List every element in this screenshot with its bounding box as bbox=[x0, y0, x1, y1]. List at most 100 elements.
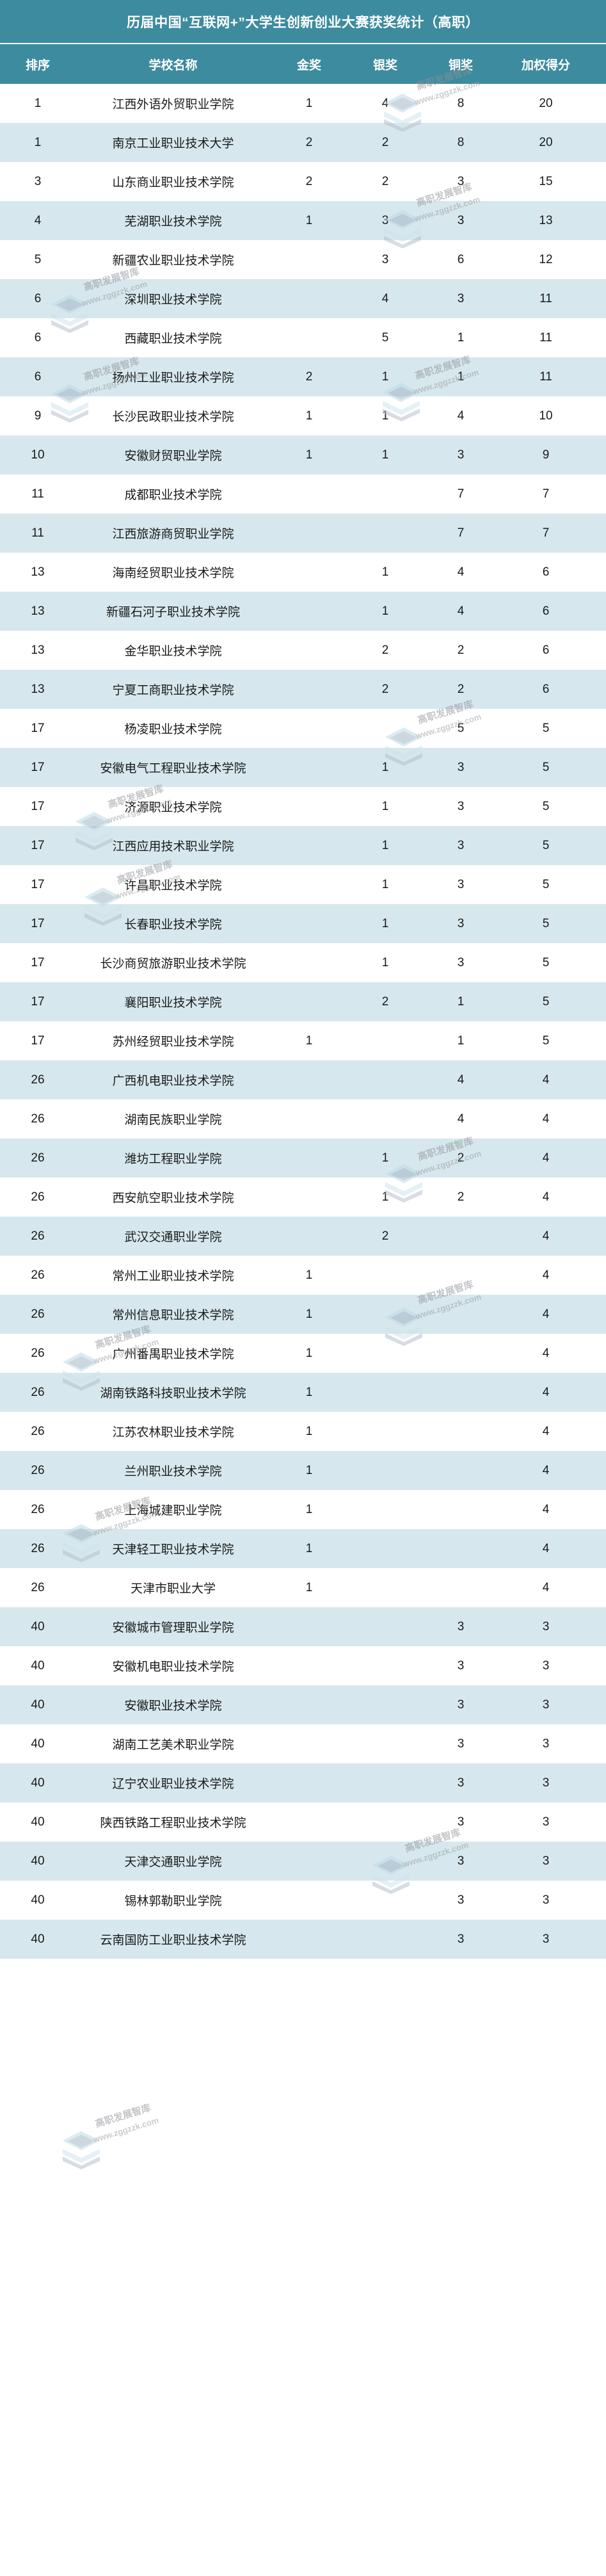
cell-school: 天津轻工职业技术学院 bbox=[112, 1543, 234, 1557]
cell-bronze: 5 bbox=[457, 721, 465, 735]
cell-score: 5 bbox=[542, 721, 550, 735]
table-row: 13 海南经贸职业技术学院 1 4 6 bbox=[0, 553, 606, 592]
cell-bronze: 4 bbox=[457, 1073, 465, 1087]
cell-school: 天津市职业大学 bbox=[130, 1582, 216, 1596]
cell-school: 湖南民族职业学院 bbox=[124, 1114, 222, 1127]
cell-score: 4 bbox=[542, 1385, 550, 1399]
cell-score: 20 bbox=[539, 135, 553, 149]
table-row: 17 苏州经贸职业技术学院 1 1 5 bbox=[0, 1021, 606, 1060]
cell-gold: 1 bbox=[305, 213, 313, 227]
table-row: 1 南京工业职业技术大学 2 2 8 20 bbox=[0, 123, 606, 162]
cell-bronze: 1 bbox=[457, 330, 465, 344]
cell-rank: 26 bbox=[31, 1385, 45, 1399]
column-header-bronze: 铜奖 bbox=[448, 58, 473, 72]
table-row: 26 上海城建职业学院 1 4 bbox=[0, 1490, 606, 1529]
cell-score: 9 bbox=[542, 448, 550, 462]
cell-school: 南京工业职业技术大学 bbox=[112, 137, 234, 150]
cell-score: 6 bbox=[542, 565, 550, 579]
cell-school: 安徽机电职业技术学院 bbox=[112, 1660, 234, 1674]
table-row: 26 天津轻工职业技术学院 1 4 bbox=[0, 1529, 606, 1568]
cell-school: 成都职业技术学院 bbox=[124, 489, 222, 502]
cell-school: 江西应用技术职业学院 bbox=[112, 840, 234, 854]
column-header-silver: 银奖 bbox=[372, 58, 397, 72]
cell-rank: 40 bbox=[31, 1854, 45, 1868]
cell-rank: 13 bbox=[31, 682, 45, 696]
cell-school: 苏州经贸职业技术学院 bbox=[112, 1035, 234, 1049]
cell-score: 3 bbox=[542, 1815, 550, 1829]
cell-bronze: 3 bbox=[457, 877, 465, 891]
cell-score: 4 bbox=[542, 1580, 550, 1594]
cell-score: 11 bbox=[539, 291, 552, 305]
cell-school: 长春职业技术学院 bbox=[124, 918, 222, 932]
cell-bronze: 3 bbox=[457, 1697, 465, 1712]
cell-score: 20 bbox=[539, 96, 553, 110]
cell-bronze: 3 bbox=[457, 955, 465, 969]
cell-score: 6 bbox=[542, 643, 550, 657]
cell-silver: 1 bbox=[381, 916, 389, 930]
cell-score: 10 bbox=[539, 409, 553, 423]
cell-rank: 26 bbox=[31, 1541, 45, 1555]
cell-school: 金华职业技术学院 bbox=[124, 645, 222, 658]
cell-bronze: 2 bbox=[457, 643, 465, 657]
cell-bronze: 8 bbox=[457, 96, 465, 110]
cell-gold: 1 bbox=[305, 448, 313, 462]
cell-rank: 26 bbox=[31, 1268, 45, 1282]
column-header-score: 加权得分 bbox=[521, 58, 570, 72]
cell-score: 3 bbox=[542, 1619, 550, 1633]
page-title-bar: 历届中国“互联网+”大学生创新创业大赛获奖统计（高职） bbox=[0, 0, 606, 44]
cell-silver: 2 bbox=[381, 174, 389, 188]
table-row: 26 江苏农林职业技术学院 1 4 bbox=[0, 1412, 606, 1451]
cell-score: 12 bbox=[539, 252, 553, 266]
cell-silver: 1 bbox=[381, 760, 389, 774]
cell-score: 3 bbox=[542, 1893, 550, 1907]
cell-school: 武汉交通职业学院 bbox=[124, 1231, 222, 1244]
cell-rank: 11 bbox=[31, 526, 44, 540]
page-title: 历届中国“互联网+”大学生创新创业大赛获奖统计（高职） bbox=[127, 15, 479, 30]
column-header-school: 学校名称 bbox=[148, 58, 198, 72]
cell-rank: 40 bbox=[31, 1776, 45, 1790]
cell-school: 锡林郭勒职业学院 bbox=[124, 1895, 222, 1908]
cell-rank: 13 bbox=[31, 643, 45, 657]
cell-rank: 17 bbox=[31, 877, 45, 891]
cell-gold: 1 bbox=[305, 1463, 313, 1477]
table-row: 6 扬州工业职业技术学院 2 1 1 11 bbox=[0, 357, 606, 396]
cell-gold: 1 bbox=[305, 1580, 313, 1594]
cell-rank: 17 bbox=[31, 916, 45, 930]
table-row: 40 湖南工艺美术职业学院 3 3 bbox=[0, 1724, 606, 1763]
cell-bronze: 3 bbox=[457, 1776, 465, 1790]
watermark-line2: www.zggzzk.com bbox=[92, 2115, 160, 2144]
cell-school: 辽宁农业职业技术学院 bbox=[112, 1778, 234, 1791]
cell-score: 4 bbox=[542, 1346, 550, 1360]
cell-silver: 2 bbox=[381, 994, 389, 1009]
cell-bronze: 3 bbox=[457, 1737, 465, 1751]
cell-gold: 2 bbox=[305, 135, 313, 149]
table-row: 40 安徽职业技术学院 3 3 bbox=[0, 1685, 606, 1724]
cell-bronze: 8 bbox=[457, 135, 465, 149]
table-body: 1 江西外语外贸职业学院 1 4 8 20 1 南京工业职业技术大学 2 2 8 20 3 山东商业职业技… bbox=[0, 84, 606, 1959]
cell-bronze: 3 bbox=[457, 1619, 465, 1633]
cell-rank: 1 bbox=[34, 96, 42, 110]
cell-silver: 2 bbox=[381, 1229, 389, 1243]
cell-school: 广西机电职业技术学院 bbox=[112, 1074, 234, 1088]
cell-bronze: 2 bbox=[457, 682, 465, 696]
cell-bronze: 4 bbox=[457, 1112, 465, 1126]
cell-rank: 17 bbox=[31, 721, 45, 735]
cell-gold: 1 bbox=[305, 1541, 313, 1555]
table-row: 26 天津市职业大学 1 4 bbox=[0, 1568, 606, 1607]
cell-gold: 1 bbox=[305, 1268, 313, 1282]
cell-silver: 1 bbox=[381, 1151, 389, 1165]
cell-bronze: 7 bbox=[457, 526, 465, 540]
cell-score: 4 bbox=[542, 1463, 550, 1477]
table-row: 10 安徽财贸职业学院 1 1 3 9 bbox=[0, 435, 606, 474]
table-row: 26 常州工业职业技术学院 1 4 bbox=[0, 1256, 606, 1295]
cell-school: 许昌职业技术学院 bbox=[124, 879, 222, 893]
cell-school: 宁夏工商职业技术学院 bbox=[112, 684, 234, 697]
cell-silver: 3 bbox=[381, 213, 389, 227]
cell-score: 11 bbox=[539, 369, 552, 384]
watermark: 高职发展智库 www.zggzzk.com bbox=[61, 2102, 209, 2172]
table-row: 26 潍坊工程职业学院 1 2 4 bbox=[0, 1138, 606, 1178]
cell-score: 4 bbox=[542, 1424, 550, 1438]
cell-school: 云南国防工业职业技术学院 bbox=[100, 1934, 246, 1947]
cell-rank: 26 bbox=[31, 1307, 45, 1321]
